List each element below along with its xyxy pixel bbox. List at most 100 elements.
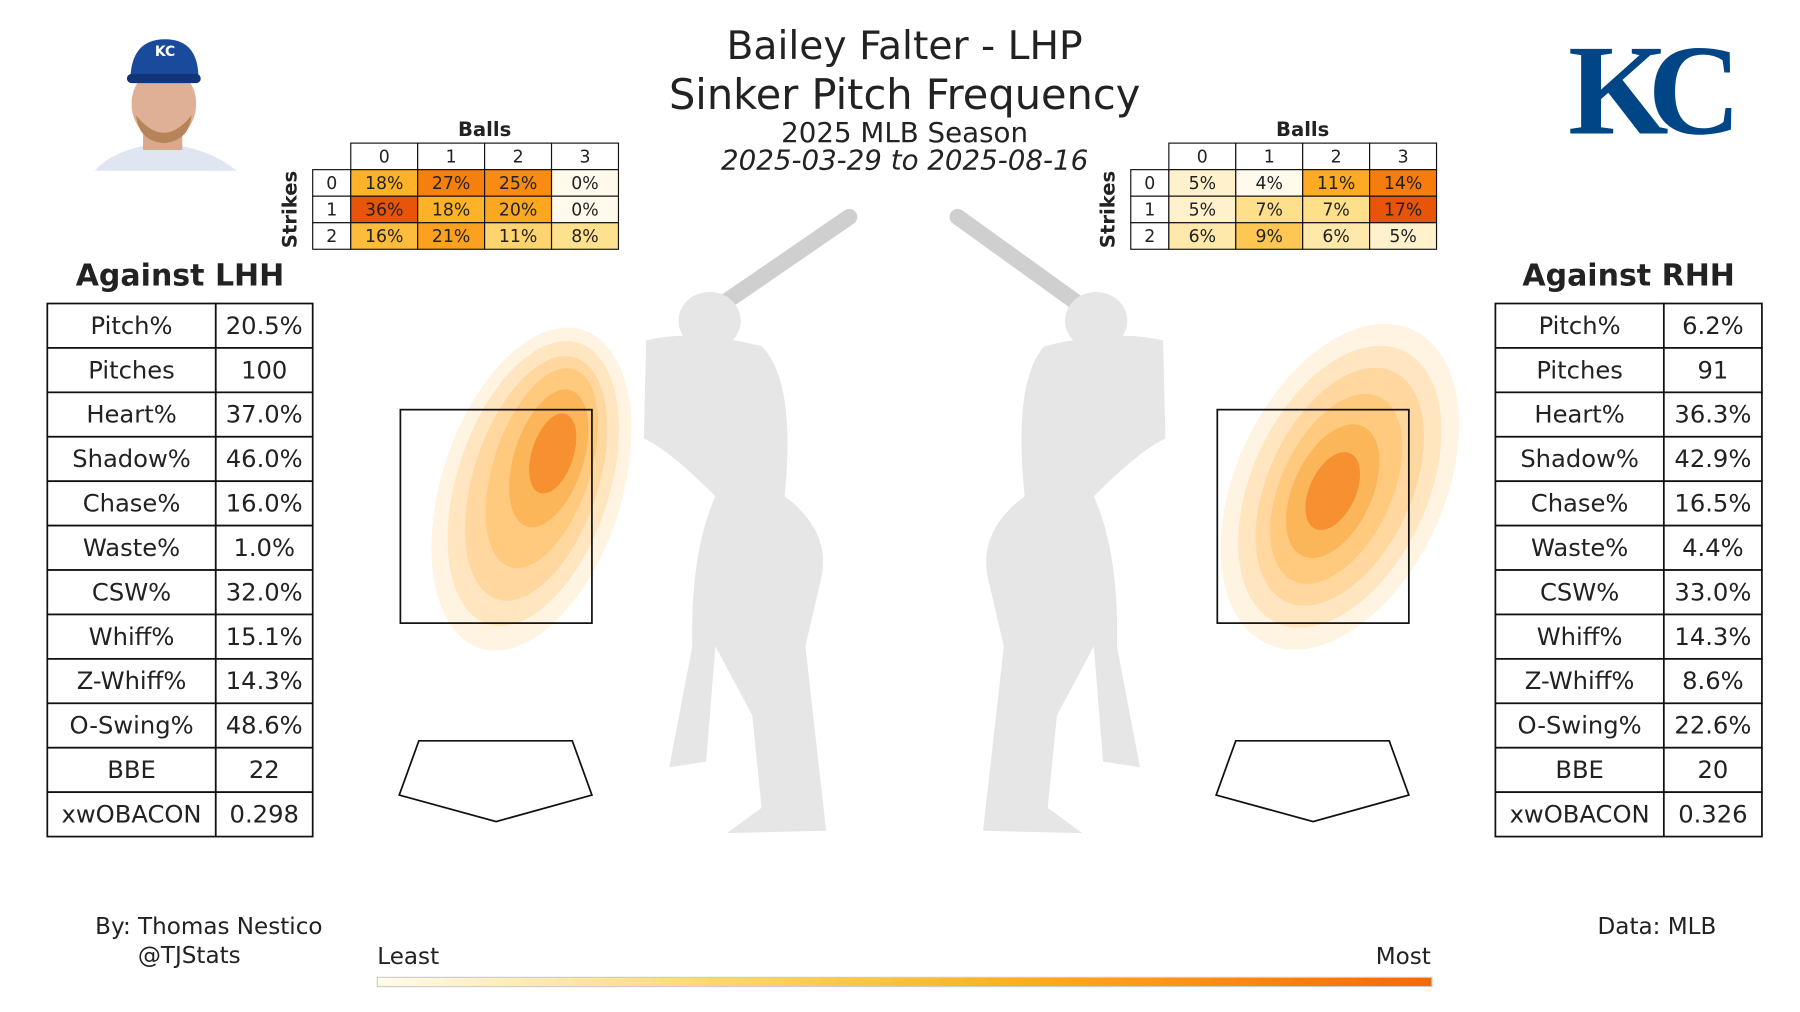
stat-cell (1662, 347, 1763, 394)
heat-cell (484, 222, 553, 250)
stat-value: 20 (1697, 756, 1728, 784)
stat-cell (1494, 702, 1665, 749)
cell-label: 36% (365, 201, 403, 221)
batter-silhouette-right (949, 208, 1166, 834)
stat-name: Whiff% (89, 623, 175, 651)
cell-label: 6% (1322, 227, 1349, 247)
stat-value: 22.6% (1674, 712, 1751, 740)
batter-silhouette-left (643, 208, 858, 834)
stat-value: 20.5% (226, 312, 303, 340)
cell-label: 27% (432, 174, 470, 194)
date-range: 2025-03-29 to 2025-08-16 (721, 144, 1088, 177)
stat-value: 37.0% (226, 401, 303, 429)
heat-cell (484, 195, 553, 224)
heat-cell (1369, 195, 1438, 224)
header-cell (1302, 142, 1371, 171)
stat-name: Heart% (86, 401, 176, 429)
stat-name: xwOBACON (1510, 801, 1650, 829)
strike-count: 0 (1144, 174, 1155, 194)
stat-name: Whiff% (1537, 623, 1623, 651)
handle: @TJStats (138, 943, 241, 969)
stat-cell (214, 480, 314, 527)
player-photo: KC (94, 39, 237, 171)
cell-label: 5% (1189, 174, 1216, 194)
row-header-cell (312, 222, 352, 250)
stat-value: 91 (1697, 356, 1728, 384)
stat-cell (1662, 613, 1763, 660)
cell-label: 17% (1384, 201, 1422, 221)
cell-label: 7% (1256, 201, 1283, 221)
cell-label: 14% (1384, 174, 1422, 194)
heat-cell (350, 195, 419, 224)
stat-value: 42.9% (1674, 445, 1751, 473)
cell-label: 20% (499, 201, 537, 221)
stat-value: 36.3% (1674, 401, 1751, 429)
heat-cell (550, 169, 620, 197)
stat-value: 1.0% (233, 534, 295, 562)
stat-name: Pitches (1536, 356, 1622, 384)
stat-cell (214, 302, 314, 349)
stat-value: 46.0% (226, 445, 303, 473)
density-left (431, 327, 632, 651)
cell-label: 11% (499, 227, 537, 247)
cell-label: 5% (1389, 227, 1416, 247)
stat-cell (1662, 702, 1763, 749)
cell-label: 0% (571, 174, 598, 194)
ball-count: 0 (379, 148, 390, 168)
stat-cell (46, 302, 217, 349)
colorbar-most: Most (1376, 944, 1431, 970)
stat-cell (214, 391, 314, 438)
strikes-label: Strikes (1096, 171, 1119, 248)
stat-name: CSW% (1540, 578, 1619, 606)
stat-value: 8.6% (1682, 667, 1744, 695)
stat-value: 33.0% (1674, 578, 1751, 606)
stat-name: BBE (1555, 756, 1604, 784)
stat-cell (1494, 480, 1665, 527)
stat-cell (1662, 658, 1763, 705)
strikes-label: Strikes (278, 171, 301, 248)
heat-cell (1302, 222, 1371, 250)
heat-cell (1168, 195, 1237, 224)
cell-label: 9% (1256, 227, 1283, 247)
stat-name: CSW% (92, 578, 171, 606)
stat-value: 6.2% (1682, 312, 1744, 340)
stat-name: BBE (107, 756, 156, 784)
stat-cell (1494, 791, 1665, 838)
ball-count: 1 (1264, 148, 1275, 168)
stat-cell (214, 569, 314, 616)
cell-label: 7% (1322, 201, 1349, 221)
cell-label: 18% (365, 174, 403, 194)
stat-value: 4.4% (1682, 534, 1744, 562)
header-cell (350, 142, 419, 171)
stat-name: Shadow% (72, 445, 191, 473)
cell-label: 21% (432, 227, 470, 247)
stat-value: 14.3% (1674, 623, 1751, 651)
stat-cell (214, 347, 314, 394)
stat-name: Waste% (83, 534, 180, 562)
stat-name: Z-Whiff% (77, 667, 187, 695)
svg-text:KC: KC (155, 44, 175, 60)
cell-label: 18% (432, 201, 470, 221)
stat-cell (46, 569, 217, 616)
stat-value: 15.1% (226, 623, 303, 651)
stat-cell (1662, 791, 1763, 838)
stat-value: 22 (249, 756, 280, 784)
stat-value: 32.0% (226, 578, 303, 606)
stat-name: Waste% (1531, 534, 1628, 562)
strike-zone-right (1215, 408, 1410, 823)
stat-name: Chase% (83, 490, 181, 518)
cell-label: 25% (499, 174, 537, 194)
subtitle: Sinker Pitch Frequency (669, 70, 1140, 119)
stat-cell (1662, 302, 1763, 349)
colorbar-least: Least (377, 944, 439, 970)
ball-count: 1 (446, 148, 457, 168)
stat-value: 16.0% (226, 490, 303, 518)
strike-count: 1 (1144, 201, 1155, 221)
cell-label: 0% (571, 201, 598, 221)
stat-cell (214, 658, 314, 705)
stat-cell (214, 791, 314, 838)
stat-value: 0.298 (230, 801, 299, 829)
author: By: Thomas Nestico (95, 914, 322, 940)
heat-cell (350, 169, 419, 197)
